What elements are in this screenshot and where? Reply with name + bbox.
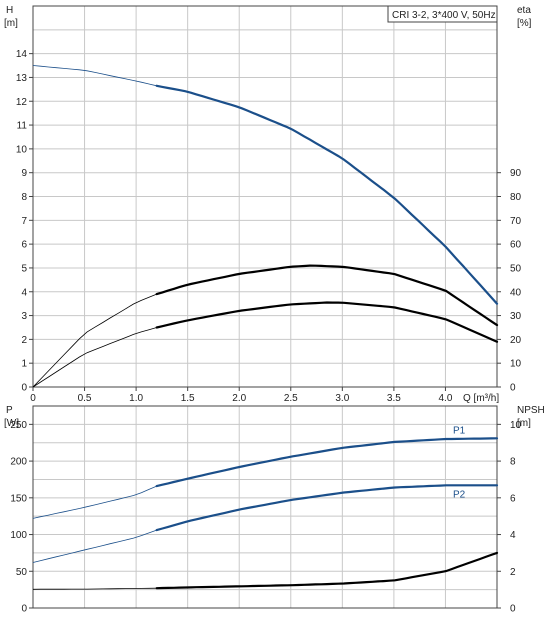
x-tick-label: 1.5 xyxy=(181,393,195,404)
y-right-axis-label: NPSH xyxy=(517,405,545,416)
chart-title: CRI 3-2, 3*400 V, 50Hz xyxy=(392,10,496,21)
series-line-operating xyxy=(155,301,499,343)
y-left-tick-label: 8 xyxy=(21,192,27,203)
y-left-tick-label: 5 xyxy=(21,263,27,274)
x-tick-label: 0.5 xyxy=(78,393,92,404)
y-left-tick-label: 100 xyxy=(10,530,27,541)
y-left-tick-label: 13 xyxy=(16,73,28,84)
y-left-tick-label: 1 xyxy=(21,359,27,370)
y-left-tick-label: 0 xyxy=(21,604,27,615)
y-right-tick-label: 10 xyxy=(510,420,522,431)
y-left-axis-label: H xyxy=(6,5,13,16)
y-left-axis-unit: [W] xyxy=(4,418,19,429)
x-tick-label: 2.5 xyxy=(284,393,298,404)
x-axis-label: Q [m³/h] xyxy=(463,393,499,404)
series-line-thin xyxy=(32,437,498,519)
y-left-tick-label: 150 xyxy=(10,493,27,504)
y-right-axis-unit: [m] xyxy=(517,418,531,429)
x-tick-label: 1.0 xyxy=(129,393,143,404)
y-right-axis-label: eta xyxy=(517,5,531,16)
y-left-tick-label: 0 xyxy=(21,383,27,394)
y-left-tick-label: 9 xyxy=(21,168,27,179)
y-right-tick-label: 0 xyxy=(510,383,516,394)
y-right-tick-label: 70 xyxy=(510,216,522,227)
chart-title-box xyxy=(387,5,498,23)
y-right-axis-unit: [%] xyxy=(517,18,532,29)
x-tick-label: 0 xyxy=(30,393,36,404)
y-left-axis-label: P xyxy=(6,405,13,416)
series-line-operating xyxy=(155,551,499,590)
series-line-operating xyxy=(155,84,499,305)
y-left-tick-label: 12 xyxy=(16,97,28,108)
series-label: P1 xyxy=(453,425,466,436)
y-left-axis-unit: [m] xyxy=(4,18,18,29)
x-tick-label: 2.0 xyxy=(232,393,246,404)
y-left-tick-label: 11 xyxy=(17,121,28,132)
series-line-thin xyxy=(32,484,497,563)
y-right-tick-label: 6 xyxy=(510,493,516,504)
y-right-tick-label: 40 xyxy=(510,287,522,298)
y-right-tick-label: 60 xyxy=(510,240,522,251)
x-tick-label: 3.5 xyxy=(387,393,401,404)
y-right-tick-label: 10 xyxy=(510,359,522,370)
y-right-tick-label: 0 xyxy=(510,604,516,615)
series-line-operating xyxy=(155,437,499,488)
y-left-tick-label: 2 xyxy=(21,335,27,346)
x-tick-label: 3.0 xyxy=(335,393,349,404)
y-right-tick-label: 4 xyxy=(510,530,516,541)
y-right-tick-label: 2 xyxy=(510,567,516,578)
series-line-operating xyxy=(155,264,499,327)
y-left-tick-label: 6 xyxy=(21,240,27,251)
plot-frame xyxy=(32,405,498,609)
y-left-tick-label: 7 xyxy=(21,216,27,227)
y-left-tick-label: 4 xyxy=(21,287,27,298)
y-right-tick-label: 20 xyxy=(510,335,522,346)
y-left-tick-label: 14 xyxy=(16,49,28,60)
y-right-tick-label: 50 xyxy=(510,263,522,274)
y-right-tick-label: 8 xyxy=(510,457,516,468)
y-left-tick-label: 250 xyxy=(10,420,27,431)
y-right-tick-label: 30 xyxy=(510,311,522,322)
series-label: P2 xyxy=(453,489,466,500)
x-tick-label: 4.0 xyxy=(438,393,452,404)
series-line-operating xyxy=(155,484,499,532)
y-left-tick-label: 200 xyxy=(10,457,27,468)
y-left-tick-label: 50 xyxy=(16,567,28,578)
y-right-tick-label: 90 xyxy=(510,168,522,179)
y-left-tick-label: 10 xyxy=(16,144,28,155)
y-left-tick-label: 3 xyxy=(21,311,27,322)
y-right-tick-label: 80 xyxy=(510,192,522,203)
